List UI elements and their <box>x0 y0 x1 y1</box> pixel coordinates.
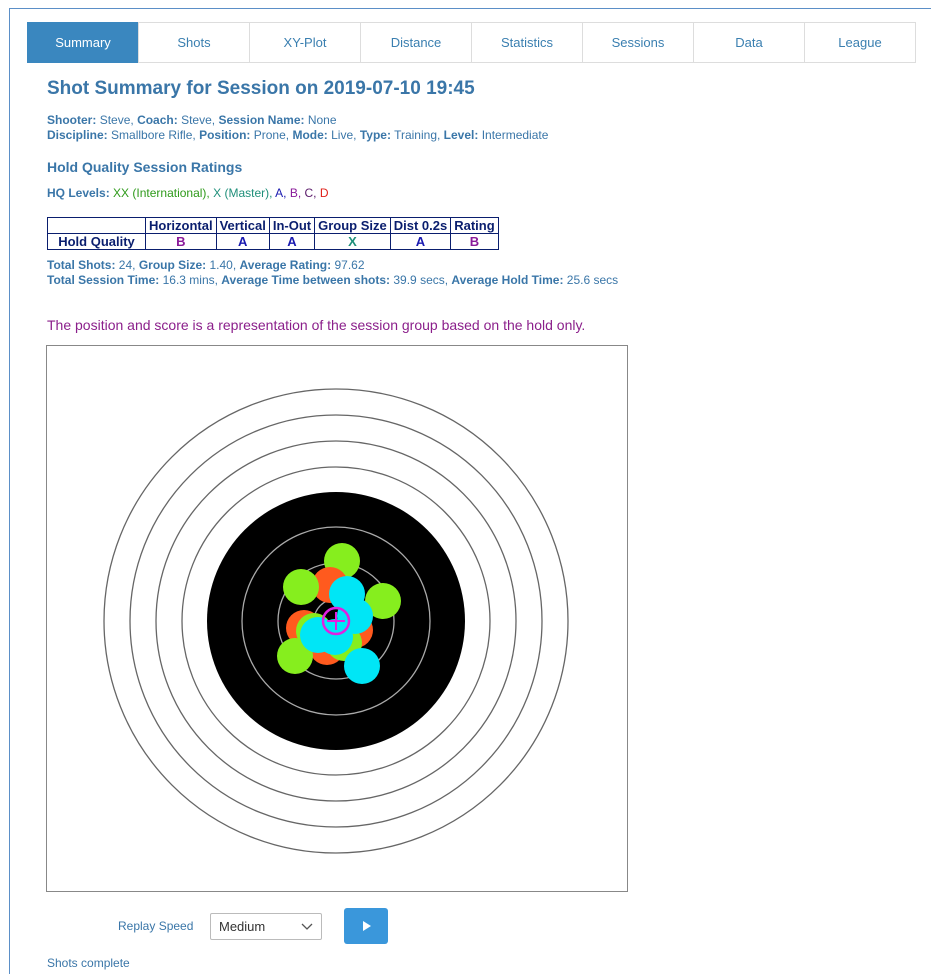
field-value: Steve, <box>181 113 216 127</box>
field-label: Session Name: <box>218 113 305 127</box>
field-value: Prone, <box>253 128 290 142</box>
hq-levels: HQ Levels: XX (International), X (Master… <box>47 186 329 200</box>
field-label: Group Size: <box>138 258 207 272</box>
dropdown-arrow <box>301 923 313 930</box>
hq-level: D <box>319 186 329 200</box>
rating-cell: A <box>389 233 452 250</box>
field-label: Level: <box>443 128 479 142</box>
replay-speed-select[interactable]: Medium <box>210 913 322 940</box>
group-center <box>321 606 351 636</box>
shot <box>337 598 373 634</box>
field-value: Live, <box>331 128 357 142</box>
tab[interactable]: Statistics <box>471 22 583 63</box>
field-label: Total Shots: <box>47 258 116 272</box>
table-corner <box>47 217 146 234</box>
rating-cell: B <box>145 233 217 250</box>
shot <box>283 569 319 605</box>
info-line: Discipline: Smallbore Rifle, Position: P… <box>47 128 548 142</box>
field-label: Average Time between shots: <box>221 273 391 287</box>
note: The position and score is a representati… <box>47 317 586 333</box>
hq-level: A, <box>275 186 287 200</box>
tab[interactable]: Shots <box>138 22 250 63</box>
row-label: Hold Quality <box>47 233 146 250</box>
field-label: Discipline: <box>47 128 108 142</box>
table-header: Group Size <box>314 217 391 234</box>
info-line: Shooter: Steve, Coach: Steve, Session Na… <box>47 113 337 127</box>
field-label: Total Session Time: <box>47 273 160 287</box>
panel-frame <box>9 8 931 974</box>
tab[interactable]: Summary <box>27 22 139 63</box>
rating-cell: X <box>314 233 391 250</box>
table-header: In-Out <box>268 217 316 234</box>
field-value: Intermediate <box>481 128 549 142</box>
target <box>46 345 628 892</box>
tab[interactable]: Distance <box>360 22 472 63</box>
field-label: Type: <box>359 128 391 142</box>
session-title: Shot Summary for Session on 2019-07-10 1… <box>47 78 475 99</box>
field-value: Training, <box>394 128 441 142</box>
shot <box>277 638 313 674</box>
stats-line: Total Shots: 24, Group Size: 1.40, Avera… <box>47 258 365 272</box>
hq-level: X (Master), <box>213 186 273 200</box>
table-row: Hold Quality B A A X A B <box>47 233 499 250</box>
replay-speed-value: Medium <box>219 919 266 934</box>
field-value: 1.40, <box>209 258 237 272</box>
table-header: Dist 0.2s <box>389 217 452 234</box>
play-button[interactable] <box>344 908 388 944</box>
field-value: 25.6 secs <box>566 273 619 287</box>
rating-cell: A <box>268 233 316 250</box>
tab[interactable]: Data <box>693 22 805 63</box>
replay-speed-label: Replay Speed <box>118 919 194 933</box>
hq-table: Horizontal Vertical In-Out Group Size Dist 0… <box>47 217 499 250</box>
field-label: Shooter: <box>47 113 97 127</box>
tab[interactable]: League <box>804 22 916 63</box>
field-value: 97.62 <box>334 258 365 272</box>
stats-line: Total Session Time: 16.3 mins, Average T… <box>47 273 618 287</box>
hq-levels-label: HQ Levels: <box>47 186 110 200</box>
tab[interactable]: XY-Plot <box>249 22 361 63</box>
table-header: Horizontal <box>145 217 217 234</box>
tab-bar: Summary Shots XY-Plot Distance Statistics Ses… <box>27 22 916 63</box>
field-label: Average Hold Time: <box>451 273 564 287</box>
field-label: Coach: <box>137 113 178 127</box>
field-value: 39.9 secs, <box>393 273 449 287</box>
hq-heading: Hold Quality Session Ratings <box>47 159 243 175</box>
play-icon <box>363 921 371 931</box>
table-header-row: Horizontal Vertical In-Out Group Size Dist 0… <box>47 217 499 234</box>
field-label: Position: <box>199 128 251 142</box>
field-value: Steve, <box>99 113 134 127</box>
hq-level: XX (International), <box>113 186 210 200</box>
rating-cell: A <box>215 233 270 250</box>
hq-level: C, <box>304 186 317 200</box>
table-header: Vertical <box>215 217 270 234</box>
field-value: None <box>307 113 337 127</box>
table-header: Rating <box>450 217 499 234</box>
field-value: Smallbore Rifle, <box>111 128 196 142</box>
field-value: 16.3 mins, <box>162 273 218 287</box>
shot <box>365 583 401 619</box>
rating-cell: B <box>450 233 499 250</box>
outer-rings <box>103 388 569 854</box>
field-label: Mode: <box>292 128 328 142</box>
shot <box>344 648 380 684</box>
field-value: 24, <box>118 258 136 272</box>
tab[interactable]: Sessions <box>582 22 694 63</box>
field-label: Average Rating: <box>239 258 332 272</box>
status: Shots complete <box>47 956 130 970</box>
hq-level: B, <box>289 186 302 200</box>
